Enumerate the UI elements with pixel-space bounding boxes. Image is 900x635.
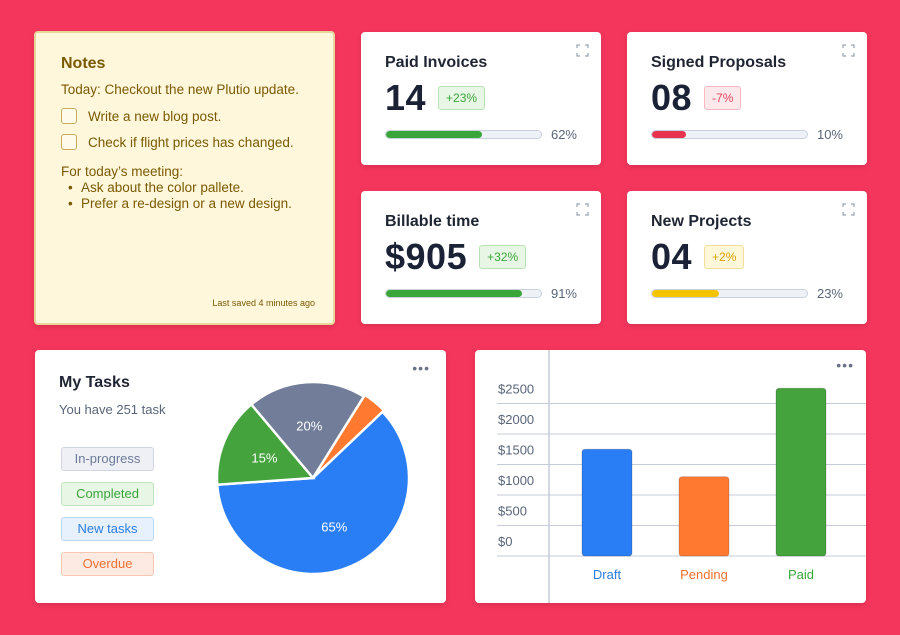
stat-value: 14 [385,77,427,118]
progress-percent: 62% [550,127,577,142]
x-tick-label: Draft [593,567,622,582]
stat-title: New Projects [651,213,752,230]
progress-fill [652,131,687,138]
notes-today: Today: Checkout the new Plutio update. [61,82,299,97]
progress-bar [385,289,542,298]
notes-card: Notes Today: Checkout the new Plutio upd… [34,31,335,325]
notes-title: Notes [61,55,106,72]
progress-percent: 23% [816,286,843,301]
x-tick-label: Paid [788,567,814,582]
change-badge: +2% [704,245,745,269]
pie-slice [311,393,386,479]
my-tasks-card: ••• My Tasks You have 251 task In-progre… [35,350,446,603]
y-tick-label: $2500 [498,382,534,397]
checkbox[interactable] [61,108,77,124]
stat-title: Billable time [385,213,480,230]
meeting-title: For today’s meeting: [61,164,184,179]
legend-completed[interactable]: Completed [61,482,154,506]
checklist-item[interactable]: Check if flight prices has changed. [61,134,308,150]
pie-slice-label: 20% [296,418,322,433]
progress-fill [386,131,483,138]
stat-card-signed-proposals: Signed Proposals 08 -7% 10% [627,32,867,165]
expand-icon[interactable] [576,203,589,216]
y-tick-label: $1000 [498,473,534,488]
stat-card-billable-time: Billable time $905 +32% 91% [361,191,601,324]
stat-value: 04 [651,236,693,277]
y-tick-label: $1500 [498,443,534,458]
change-badge: +32% [479,245,527,269]
y-tick-label: $2000 [498,412,534,427]
progress-percent: 10% [816,127,843,142]
last-saved-status: Last saved 4 minutes ago [212,298,315,308]
progress-bar [385,130,542,139]
checklist-item[interactable]: Write a new blog post. [61,108,308,124]
expand-icon[interactable] [842,44,855,57]
legend-in-progress[interactable]: In-progress [61,447,154,471]
stat-card-paid-invoices: Paid Invoices 14 +23% 62% [361,32,601,165]
progress-bar [651,289,808,298]
more-options-icon[interactable]: ••• [836,357,854,373]
bar-draft [581,448,633,557]
stat-value: $905 [385,236,468,277]
y-tick-label: $0 [498,534,512,549]
invoice-bar-chart: $0 $500 $1000 $1500 $2000 $2500 Draft Pending Pa… [497,350,866,603]
pie-slice [249,380,366,481]
legend-new-tasks[interactable]: New tasks [61,517,154,541]
stat-title: Signed Proposals [651,54,787,71]
tasks-title: My Tasks [59,374,130,391]
change-badge: -7% [704,86,742,110]
progress-bar [651,130,808,139]
pie-slice-label: 15% [251,450,277,465]
pie-slice [215,410,411,576]
invoice-bar-chart-card: $0 $500 $1000 $1500 $2000 $2500 Draft Pending Pa… [475,350,866,603]
progress-fill [386,290,523,297]
expand-icon[interactable] [842,203,855,216]
x-tick-label: Pending [680,567,728,582]
stat-value: 08 [651,77,693,118]
pie-slice-label: 65% [321,519,347,534]
expand-icon[interactable] [576,44,589,57]
meeting-notes: For today’s meeting: Ask about the color… [61,164,308,212]
tasks-pie-chart: 20% 65% 15% [215,380,411,576]
progress-fill [652,290,719,297]
progress-percent: 91% [550,286,577,301]
meeting-item: Ask about the color pallete. [68,180,308,196]
bar-pending [678,476,730,557]
pie-slice [215,402,316,487]
checklist-label: Check if flight prices has changed. [88,134,294,150]
change-badge: +23% [438,86,486,110]
more-options-icon[interactable]: ••• [412,360,430,376]
tasks-legend: In-progress Completed New tasks Overdue [61,447,154,587]
legend-overdue[interactable]: Overdue [61,552,154,576]
checklist-label: Write a new blog post. [88,108,222,124]
bar-paid [775,387,827,557]
meeting-item: Prefer a re-design or a new design. [68,196,308,212]
tasks-count: You have 251 task [59,402,166,417]
stat-card-new-projects: New Projects 04 +2% 23% [627,191,867,324]
checkbox[interactable] [61,134,77,150]
y-tick-label: $500 [498,504,527,519]
stat-title: Paid Invoices [385,54,488,71]
